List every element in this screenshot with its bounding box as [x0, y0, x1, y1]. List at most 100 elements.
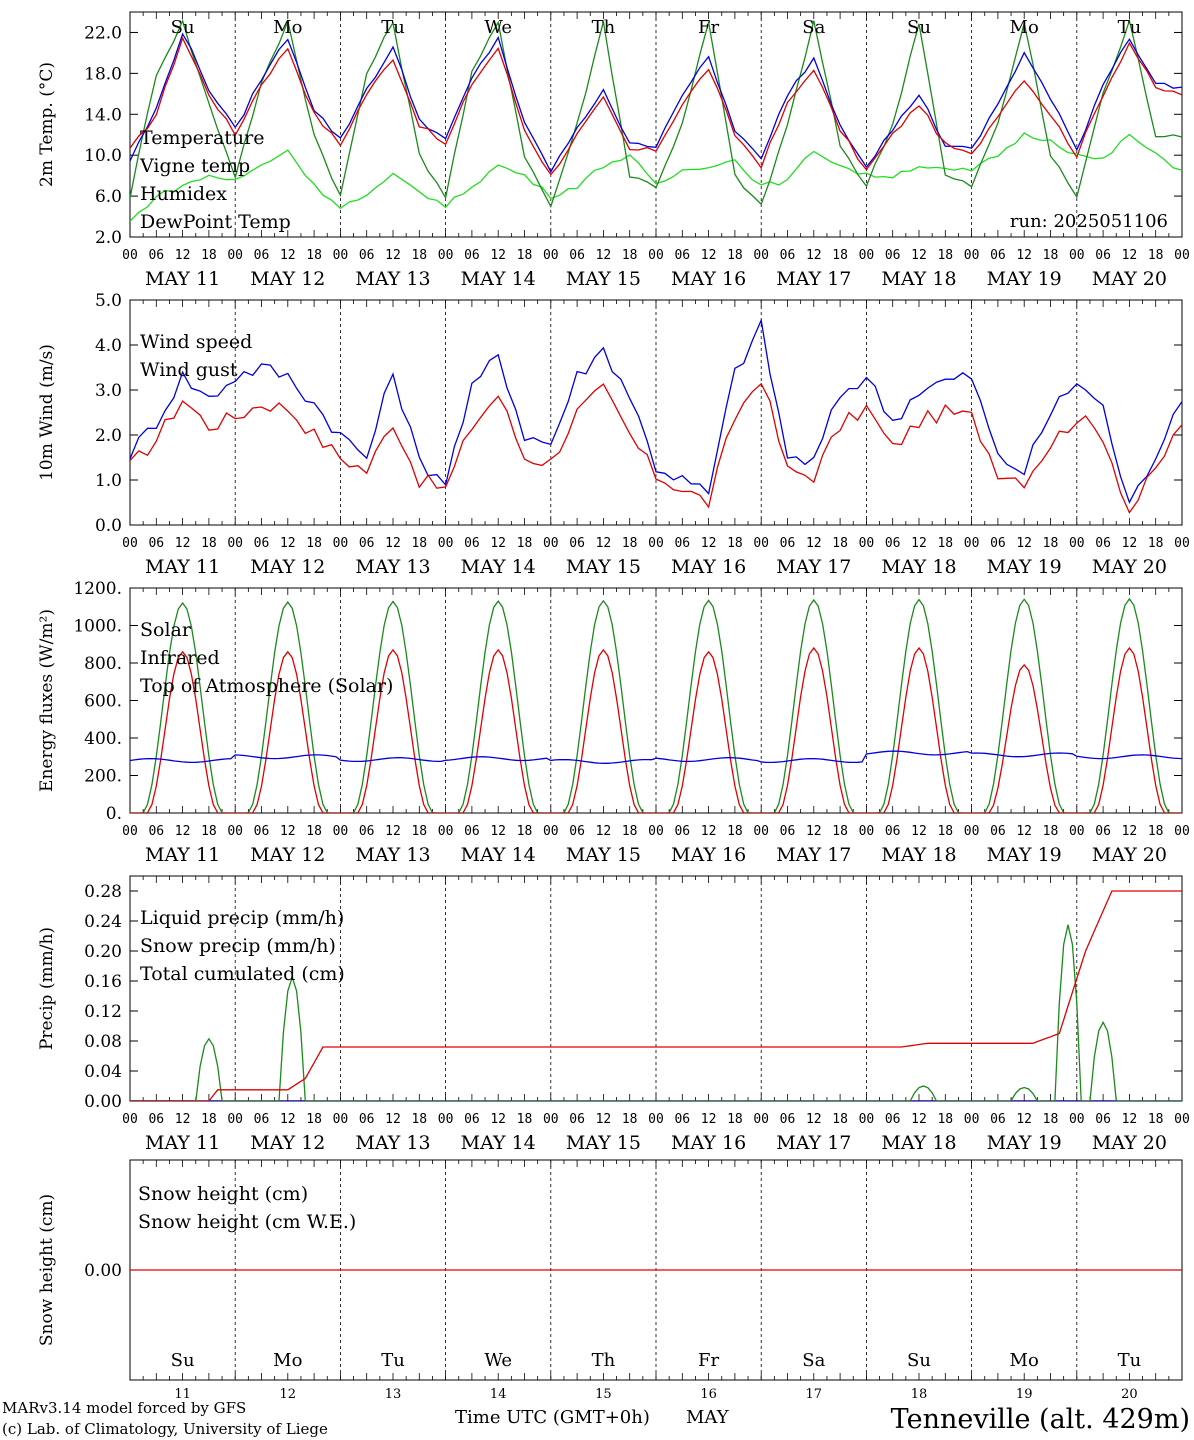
hour-tick-label: 06 — [674, 1112, 690, 1127]
hour-tick-label: 00 — [543, 248, 559, 263]
weekday-label: Sa — [802, 1350, 825, 1371]
hour-tick-label: 00 — [438, 1112, 454, 1127]
panel-1: 2.0 6.0 10.0 14.0 18.0 22.0 2m Temp. (°C) 00 06 1… — [37, 11, 1190, 290]
legend-entry: DewPoint Temp — [140, 211, 291, 233]
hour-tick-label: 00 — [438, 536, 454, 551]
month-label: MAY — [686, 1407, 730, 1428]
hour-tick-label: 06 — [464, 1112, 480, 1127]
hour-tick-label: 00 — [1069, 536, 1085, 551]
hour-tick-label: 18 — [727, 536, 743, 551]
hour-tick-label: 00 — [1069, 824, 1085, 839]
y-tick-label: 0.00 — [84, 1092, 122, 1112]
date-label: MAY 15 — [566, 556, 641, 578]
hour-tick-label: 12 — [701, 824, 717, 839]
hour-tick-label: 00 — [648, 1112, 664, 1127]
hour-tick-label: 06 — [254, 824, 270, 839]
hour-tick-label: 18 — [517, 536, 533, 551]
date-label: MAY 17 — [776, 556, 851, 578]
hour-tick-label: 18 — [937, 824, 953, 839]
hour-tick-label: 00 — [122, 824, 138, 839]
hour-tick-label: 00 — [859, 248, 875, 263]
hour-tick-label: 00 — [333, 248, 349, 263]
model-credit: MARv3.14 model forced by GFS — [2, 1399, 246, 1417]
series-line-vigne-temp — [130, 18, 1182, 209]
hour-tick-label: 00 — [859, 1112, 875, 1127]
hour-tick-label: 12 — [806, 248, 822, 263]
hour-tick-label: 12 — [1122, 536, 1138, 551]
hour-tick-label: 06 — [780, 536, 796, 551]
series-line-toa-solar — [130, 597, 1182, 813]
weekday-label: Tu — [1118, 1350, 1142, 1371]
date-label: MAY 16 — [671, 1132, 746, 1154]
hour-tick-label: 06 — [885, 1112, 901, 1127]
hour-tick-label: 06 — [254, 1112, 270, 1127]
day-number-label: 17 — [806, 1387, 823, 1402]
y-axis-title: Energy fluxes (W/m²) — [37, 609, 57, 792]
panel-2: 0.0 1.0 2.0 3.0 4.0 5.0 10m Wind (m/s) 00 06 12 18… — [37, 291, 1190, 578]
hour-tick-label: 06 — [359, 824, 375, 839]
hour-tick-label: 06 — [464, 248, 480, 263]
hour-tick-label: 06 — [674, 248, 690, 263]
hour-tick-label: 12 — [806, 1112, 822, 1127]
hour-tick-label: 12 — [596, 536, 612, 551]
y-tick-label: 5.0 — [95, 291, 122, 311]
hour-tick-label: 06 — [1095, 248, 1111, 263]
series-lines — [130, 597, 1182, 813]
hour-tick-label: 12 — [490, 1112, 506, 1127]
day-number-label: 19 — [1016, 1387, 1033, 1402]
series-lines — [130, 318, 1182, 514]
hour-tick-label: 18 — [1043, 824, 1059, 839]
plot-frame — [129, 299, 1183, 526]
hour-tick-label: 06 — [359, 536, 375, 551]
plot-frame — [129, 11, 1183, 238]
hour-tick-label: 18 — [1148, 824, 1164, 839]
y-tick-label: 0.00 — [84, 1261, 122, 1281]
hour-tick-label: 00 — [1174, 536, 1190, 551]
hour-tick-label: 06 — [359, 248, 375, 263]
hour-tick-label: 06 — [990, 1112, 1006, 1127]
day-number-label: 14 — [490, 1387, 507, 1402]
legend-entry: Temperature — [140, 127, 264, 149]
y-tick-label: 0.08 — [84, 1032, 122, 1052]
hour-tick-label: 06 — [464, 824, 480, 839]
hour-tick-label: 12 — [701, 248, 717, 263]
legend-entry: Wind speed — [140, 331, 252, 353]
hour-tick-label: 12 — [385, 1112, 401, 1127]
y-axis-title: Precip (mm/h) — [37, 927, 57, 1050]
series-line-dewpoint-temp — [130, 132, 1182, 222]
hour-tick-label: 06 — [569, 536, 585, 551]
date-label: MAY 16 — [671, 844, 746, 866]
hour-tick-label: 12 — [596, 824, 612, 839]
date-label: MAY 16 — [671, 556, 746, 578]
date-label: MAY 13 — [355, 268, 430, 290]
hour-tick-label: 12 — [911, 824, 927, 839]
date-label: MAY 12 — [250, 1132, 325, 1154]
date-label: MAY 11 — [145, 268, 220, 290]
date-label: MAY 17 — [776, 844, 851, 866]
hour-tick-label: 00 — [1174, 248, 1190, 263]
y-tick-label: 0.04 — [84, 1062, 122, 1082]
hour-tick-label: 00 — [964, 824, 980, 839]
hour-tick-label: 18 — [1043, 536, 1059, 551]
hour-tick-label: 12 — [1016, 248, 1032, 263]
hour-tick-label: 18 — [517, 824, 533, 839]
hour-tick-label: 18 — [517, 248, 533, 263]
hour-tick-label: 00 — [227, 824, 243, 839]
hour-tick-label: 18 — [727, 824, 743, 839]
hour-tick-label: 00 — [438, 248, 454, 263]
hour-tick-label: 00 — [438, 824, 454, 839]
station-name: Tenneville (alt. 429m) — [891, 1404, 1190, 1435]
date-label: MAY 12 — [250, 556, 325, 578]
hour-tick-label: 12 — [701, 536, 717, 551]
date-label: MAY 20 — [1092, 1132, 1167, 1154]
weekday-label: Su — [907, 1350, 931, 1371]
hour-tick-label: 00 — [122, 1112, 138, 1127]
hour-tick-label: 18 — [832, 536, 848, 551]
y-tick-label: 6.0 — [95, 187, 122, 207]
day-number-label: 18 — [911, 1387, 928, 1402]
y-tick-label: 0.0 — [95, 516, 122, 536]
weekday-label: Fr — [698, 17, 719, 38]
series-line-solar — [130, 646, 1182, 813]
hour-tick-label: 12 — [175, 248, 191, 263]
